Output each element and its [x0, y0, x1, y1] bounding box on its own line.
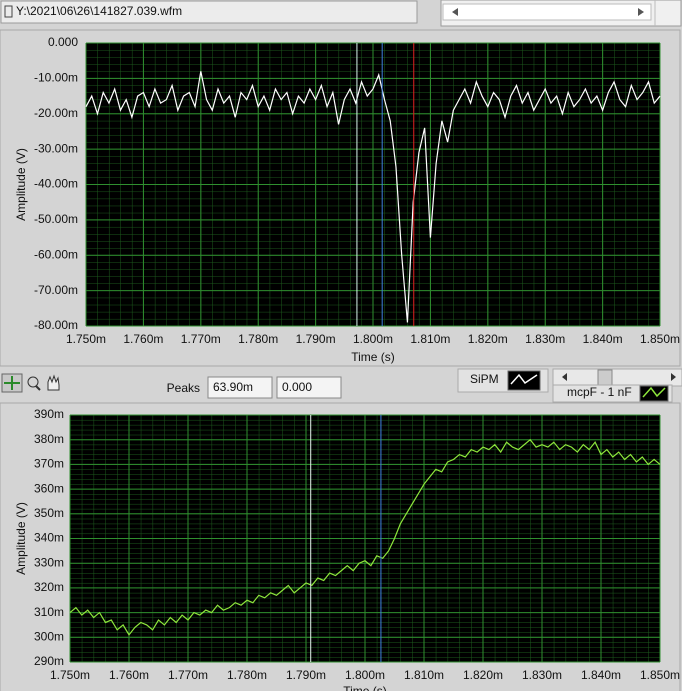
x-tick-label: 1.830m [525, 332, 565, 346]
y-axis-title: Amplitude (V) [14, 502, 28, 575]
peaks-label: Peaks [167, 381, 200, 395]
peaks-value: 63.90m [213, 380, 253, 394]
x-tick-label: 1.830m [522, 668, 562, 682]
x-tick-label: 1.850m [640, 668, 680, 682]
x-tick-label: 1.840m [581, 668, 621, 682]
x-tick-label: 1.750m [66, 332, 106, 346]
x-axis-title: Time (s) [351, 350, 395, 364]
x-tick-label: 1.800m [353, 332, 393, 346]
y-tick-label: 310m [34, 605, 64, 619]
y-tick-label: -60.00m [34, 247, 78, 261]
y-tick-label: 300m [34, 629, 64, 643]
x-tick-label: 1.780m [227, 668, 267, 682]
y-tick-label: 0.000 [48, 35, 78, 49]
x-tick-label: 1.800m [345, 668, 385, 682]
y-tick-label: 330m [34, 555, 64, 569]
scroll-left[interactable] [452, 8, 458, 16]
path-icon [4, 5, 13, 18]
y-tick-label: -50.00m [34, 212, 78, 226]
y-tick-label: -70.00m [34, 283, 78, 297]
series-line [69, 438, 661, 636]
series-line [85, 71, 661, 323]
y-tick-label: -30.00m [34, 141, 78, 155]
slider[interactable] [552, 368, 682, 387]
legend-swatch-2 [639, 385, 669, 402]
peaks-field-2[interactable] [276, 376, 342, 399]
zoom-handle [35, 385, 41, 391]
x-axis-title: Time (s) [343, 684, 387, 691]
x-tick-label: 1.790m [296, 332, 336, 346]
x-tick-label: 1.840m [583, 332, 623, 346]
x-tick-label: 1.760m [109, 668, 149, 682]
x-tick-label: 1.770m [181, 332, 221, 346]
x-tick-label: 1.820m [468, 332, 508, 346]
legend-line [510, 373, 538, 385]
y-tick-label: -40.00m [34, 177, 78, 191]
legend-label: mcpF - 1 nF [567, 385, 632, 399]
x-tick-label: 1.810m [404, 668, 444, 682]
y-tick-label: 380m [34, 432, 64, 446]
path-field[interactable] [0, 0, 418, 24]
x-tick-label: 1.750m [50, 668, 90, 682]
file-path: Y:\2021\06\26\141827.039.wfm [16, 4, 182, 18]
x-tick-label: 1.820m [463, 668, 503, 682]
peaks-field[interactable] [207, 376, 273, 399]
y-tick-label: 340m [34, 531, 64, 545]
x-tick-label: 1.780m [238, 332, 278, 346]
y-tick-label: 350m [34, 506, 64, 520]
y-tick-label: 370m [34, 457, 64, 471]
y-tick-label: -10.00m [34, 71, 78, 85]
y-axis-title: Amplitude (V) [14, 148, 28, 221]
y-tick-label: 320m [34, 580, 64, 594]
legend-line [642, 386, 666, 398]
pan-tool[interactable] [47, 374, 60, 391]
x-tick-label: 1.790m [286, 668, 326, 682]
x-tick-label: 1.850m [640, 332, 680, 346]
y-tick-label: -20.00m [34, 106, 78, 120]
y-tick-label: 290m [34, 654, 64, 668]
scroll-right[interactable] [638, 8, 644, 16]
y-tick-label: 390m [34, 407, 64, 421]
scrollbar[interactable] [442, 3, 652, 21]
peaks-value-2: 0.000 [282, 380, 312, 394]
y-tick-label: 360m [34, 481, 64, 495]
zoom-tool[interactable] [27, 376, 39, 388]
cursor-icon [4, 376, 20, 390]
y-tick-label: -80.00m [34, 318, 78, 332]
slider-thumb[interactable] [597, 369, 613, 386]
legend-label: SiPM [470, 372, 499, 386]
x-tick-label: 1.760m [123, 332, 163, 346]
x-tick-label: 1.810m [410, 332, 450, 346]
x-tick-label: 1.770m [168, 668, 208, 682]
